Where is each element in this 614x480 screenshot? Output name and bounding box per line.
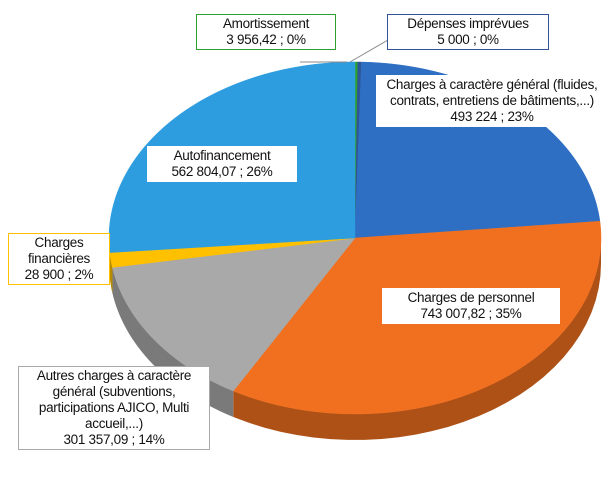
slice-label: Dépenses imprévues 5 000 ; 0% — [387, 14, 549, 50]
category-name: Charges à caractère général (fluides, co… — [386, 77, 598, 108]
value-label: 28 900 ; 2% — [24, 267, 94, 282]
category-name: Amortissement — [222, 16, 310, 31]
slice-label: Charges financières 28 900 ; 2% — [8, 233, 110, 285]
category-name: Autofinancement — [173, 148, 271, 163]
value-label: 562 804,07 ; 26% — [171, 164, 273, 179]
value-label: 493 224 ; 23% — [450, 109, 534, 124]
leader-line — [349, 39, 389, 63]
value-label: 743 007,82 ; 35% — [420, 306, 522, 321]
category-name: Autres charges à caractère général (subv… — [36, 368, 192, 431]
slice-label: Charges de personnel 743 007,82 ; 35% — [382, 288, 560, 324]
slice-label: Autofinancement 562 804,07 ; 26% — [147, 146, 297, 182]
category-name: Charges de personnel — [407, 290, 535, 305]
pie-side — [109, 252, 113, 294]
category-name: Charges financières — [28, 235, 90, 266]
slice-label: Charges à caractère général (fluides, co… — [376, 75, 608, 127]
slice-label: Amortissement 3 956,42 ; 0% — [196, 14, 336, 50]
pie-side — [233, 238, 601, 440]
slice-label: Autres charges à caractère général (subv… — [18, 366, 210, 450]
value-label: 301 357,09 ; 14% — [63, 432, 165, 447]
value-label: 5 000 ; 0% — [437, 32, 499, 47]
value-label: 3 956,42 ; 0% — [226, 32, 306, 47]
category-name: Dépenses imprévues — [407, 16, 529, 31]
